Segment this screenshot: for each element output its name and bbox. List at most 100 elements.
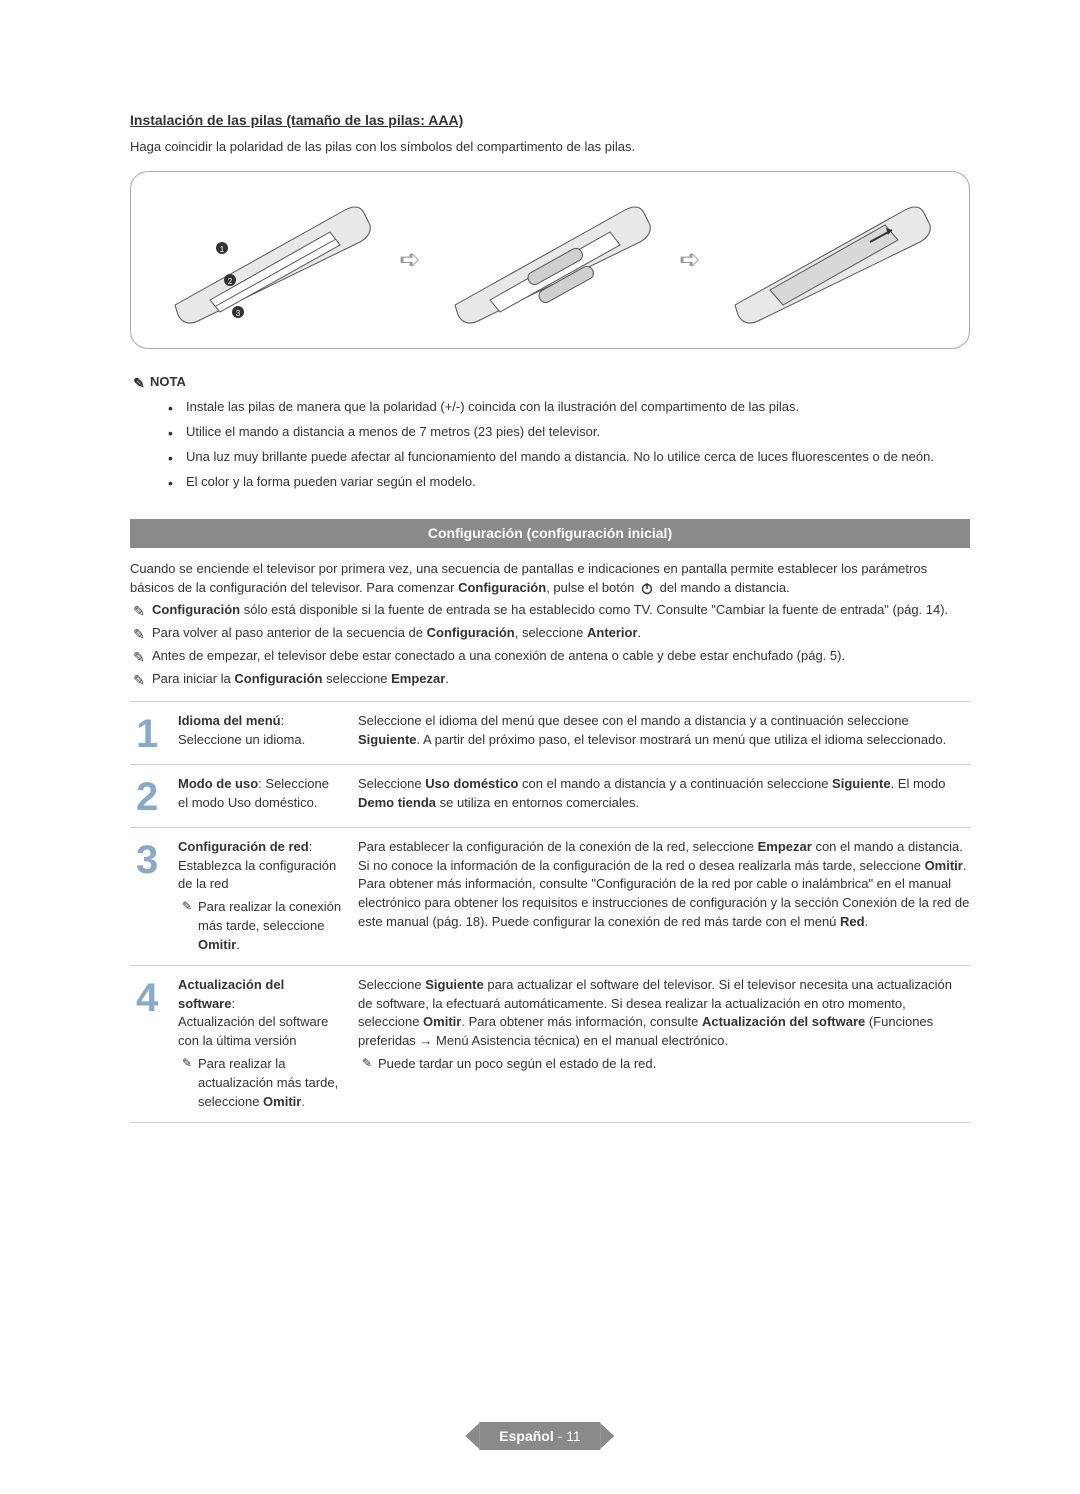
t: Red — [840, 914, 865, 929]
svg-text:2: 2 — [228, 277, 233, 286]
diagram-step-2 — [421, 185, 679, 335]
config-note-4: ✎ Para iniciar la Configuración seleccio… — [130, 670, 970, 689]
step-right: Para establecer la configuración de la c… — [358, 838, 970, 955]
t: se utiliza en entornos comerciales. — [436, 795, 639, 810]
t: Actualización del software con la última… — [178, 1014, 328, 1048]
footer-sep: - — [554, 1428, 566, 1444]
config-note-2: ✎ Para volver al paso anterior de la sec… — [130, 624, 970, 643]
pencil-icon: ✎ — [178, 898, 196, 915]
t: Actualización del software — [178, 977, 284, 1011]
footer-lang: Español — [499, 1428, 553, 1444]
t: Omitir — [925, 858, 963, 873]
step-row-1: 1 Idioma del menú: Seleccione un idioma.… — [130, 701, 970, 764]
nota-item: Utilice el mando a distancia a menos de … — [186, 423, 970, 442]
t: del mando a distancia. — [656, 580, 790, 595]
config-note-3: ✎ Antes de empezar, el televisor debe es… — [130, 647, 970, 666]
t: Establezca la configuración de la red — [178, 858, 336, 892]
t: . — [301, 1094, 305, 1109]
t: Configuración de red — [178, 839, 309, 854]
battery-diagram-frame: 1 2 3 ➪ ➪ — [130, 171, 970, 349]
step-left-note: ✎ Para realizar la actualización más tar… — [178, 1055, 342, 1112]
t: Para establecer la configuración de la c… — [358, 839, 758, 854]
t: . — [865, 914, 869, 929]
power-icon — [640, 581, 654, 595]
remote-back-svg-1: 1 2 3 — [160, 190, 380, 330]
svg-text:3: 3 — [236, 309, 241, 318]
pencil-icon: ✎ — [130, 601, 148, 621]
footer-triangle-left — [465, 1423, 479, 1449]
step-row-3: 3 Configuración de red: Establezca la co… — [130, 827, 970, 965]
config-banner: Configuración (configuración inicial) — [130, 519, 970, 547]
nota-block: ✎ NOTA Instale las pilas de manera que l… — [130, 373, 970, 491]
footer-page: 11 — [566, 1428, 581, 1444]
steps-table: 1 Idioma del menú: Seleccione un idioma.… — [130, 701, 970, 1123]
diagram-step-1: 1 2 3 — [141, 185, 399, 335]
t: Siguiente — [832, 776, 891, 791]
t: . — [445, 671, 449, 686]
t: Configuración — [458, 580, 546, 595]
t: Empezar — [758, 839, 812, 854]
t: . Para obtener más información, consulte — [461, 1014, 702, 1029]
step-left: Configuración de red: Establezca la conf… — [178, 838, 358, 955]
nota-heading: ✎ NOTA — [130, 373, 970, 392]
t: Seleccione un idioma. — [178, 732, 305, 747]
t: Para volver al paso anterior de la secue… — [152, 625, 427, 640]
t: Uso doméstico — [425, 776, 518, 791]
t: Configuración — [152, 602, 240, 617]
step-right: Seleccione Uso doméstico con el mando a … — [358, 775, 970, 817]
t: Seleccione — [358, 977, 425, 992]
page-footer: Español - 11 — [465, 1422, 614, 1450]
t: Configuración — [427, 625, 515, 640]
step-left: Idioma del menú: Seleccione un idioma. — [178, 712, 358, 754]
t: Empezar — [391, 671, 445, 686]
nota-item: Una luz muy brillante puede afectar al f… — [186, 448, 970, 467]
t: con el mando a distancia y a continuació… — [518, 776, 832, 791]
t: . — [236, 937, 240, 952]
step-right-note: ✎ Puede tardar un poco según el estado d… — [358, 1055, 970, 1074]
t: Para iniciar la — [152, 671, 234, 686]
nota-item: El color y la forma pueden variar según … — [186, 473, 970, 492]
step-number: 3 — [130, 838, 178, 955]
config-note-1: ✎ Configuración sólo está disponible si … — [130, 601, 970, 620]
t: Siguiente — [358, 732, 417, 747]
step-right: Seleccione el idioma del menú que desee … — [358, 712, 970, 754]
t: Siguiente — [425, 977, 484, 992]
step-left-note: ✎ Para realizar la conexión más tarde, s… — [178, 898, 342, 955]
pencil-icon: ✎ — [130, 373, 148, 393]
step-number: 1 — [130, 712, 178, 754]
t: Demo tienda — [358, 795, 436, 810]
nota-list: Instale las pilas de manera que la polar… — [130, 398, 970, 491]
step-left: Actualización del software: Actualizació… — [178, 976, 358, 1112]
t: . El modo — [891, 776, 946, 791]
t: Modo de uso — [178, 776, 258, 791]
t: sólo está disponible si la fuente de ent… — [240, 602, 948, 617]
nota-item: Instale las pilas de manera que la polar… — [186, 398, 970, 417]
t: . A partir del próximo paso, el televiso… — [417, 732, 947, 747]
footer-bar: Español - 11 — [479, 1422, 600, 1450]
arrow-icon: ➪ — [679, 241, 701, 279]
pencil-icon: ✎ — [358, 1055, 376, 1072]
pencil-icon: ✎ — [130, 670, 148, 690]
step-row-4: 4 Actualización del software: Actualizac… — [130, 965, 970, 1123]
t: Actualización del software — [702, 1014, 865, 1029]
step-right: Seleccione Siguiente para actualizar el … — [358, 976, 970, 1112]
diagram-step-3 — [701, 185, 959, 335]
config-intro: Cuando se enciende el televisor por prim… — [130, 560, 970, 598]
t: Puede tardar un poco según el estado de … — [378, 1056, 656, 1071]
t: Antes de empezar, el televisor debe esta… — [152, 648, 845, 663]
step-number: 4 — [130, 976, 178, 1112]
step-number: 2 — [130, 775, 178, 817]
t: Omitir — [198, 937, 236, 952]
pencil-icon: ✎ — [130, 624, 148, 644]
step-row-2: 2 Modo de uso: Seleccione el modo Uso do… — [130, 764, 970, 827]
t: Seleccione — [358, 776, 425, 791]
nota-heading-text: NOTA — [150, 374, 186, 389]
t: Omitir — [263, 1094, 301, 1109]
step-left: Modo de uso: Seleccione el modo Uso domé… — [178, 775, 358, 817]
remote-batteries-svg — [440, 190, 660, 330]
svg-text:1: 1 — [220, 245, 225, 254]
t: , seleccione — [515, 625, 587, 640]
footer-triangle-right — [601, 1423, 615, 1449]
t: . — [638, 625, 642, 640]
t: Omitir — [423, 1014, 461, 1029]
